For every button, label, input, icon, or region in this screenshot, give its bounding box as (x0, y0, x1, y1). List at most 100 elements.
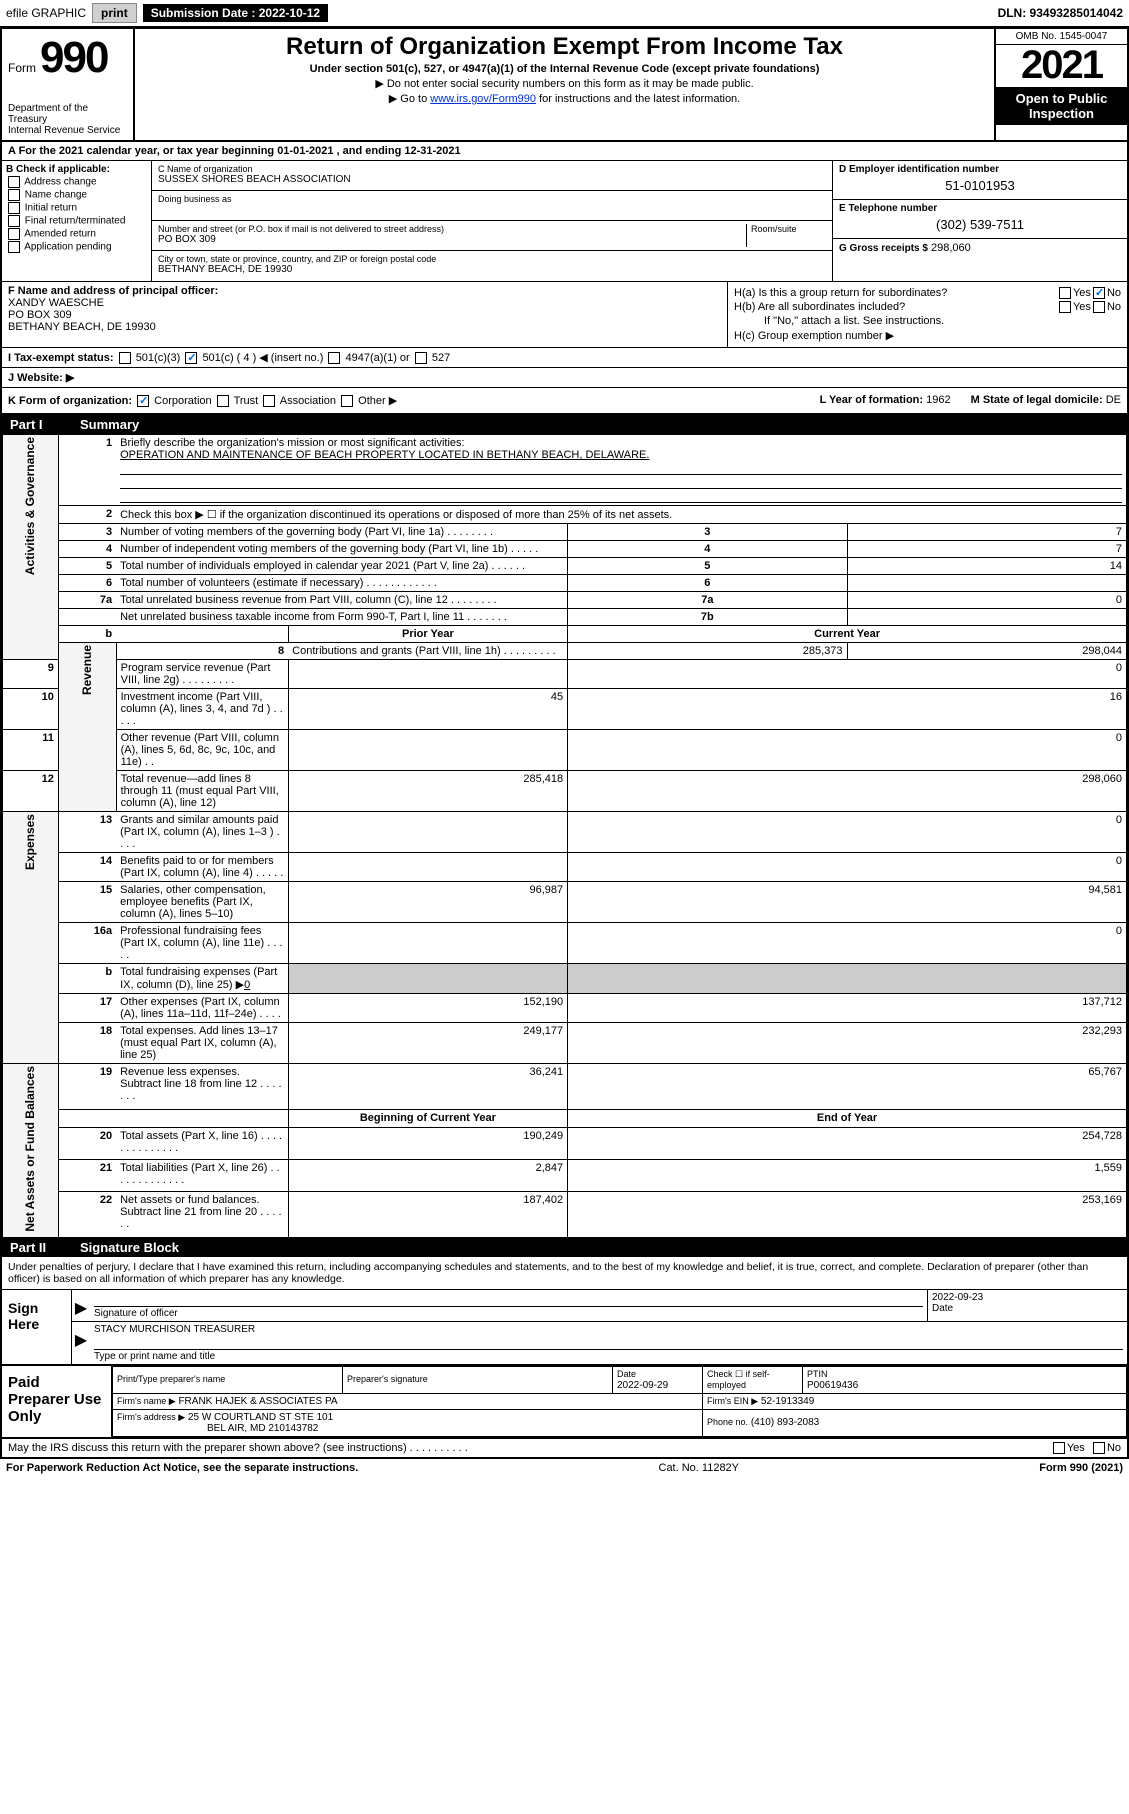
l2: Check this box ▶ ☐ if the organization d… (116, 506, 1126, 524)
mission-text: OPERATION AND MAINTENANCE OF BEACH PROPE… (120, 449, 649, 461)
discuss-row: May the IRS discuss this return with the… (2, 1439, 1127, 1457)
state-domicile: DE (1106, 394, 1121, 406)
v6 (847, 575, 1126, 592)
p16a (288, 923, 567, 964)
c16a: 0 (568, 923, 1127, 964)
gross-receipts: 298,060 (931, 242, 971, 254)
addr-label: Number and street (or P.O. box if mail i… (158, 224, 746, 234)
form-990: Form 990 Department of the Treasury Inte… (0, 27, 1129, 1459)
discuss-yes[interactable] (1053, 1442, 1065, 1454)
room-label: Room/suite (751, 224, 826, 234)
pra-notice: For Paperwork Reduction Act Notice, see … (6, 1462, 358, 1474)
l19: Revenue less expenses. Subtract line 18 … (116, 1064, 288, 1109)
cb-amended-return[interactable]: Amended return (6, 228, 147, 240)
c10: 16 (568, 689, 1127, 730)
p13 (288, 812, 567, 853)
section-fh: F Name and address of principal officer:… (2, 282, 1127, 348)
l22: Net assets or fund balances. Subtract li… (116, 1192, 288, 1237)
row-j-website: J Website: ▶ (2, 368, 1127, 388)
print-button[interactable]: print (92, 3, 137, 23)
sig-date: 2022-09-23 (932, 1292, 1123, 1303)
cb-final-return[interactable]: Final return/terminated (6, 215, 147, 227)
form-title: Return of Organization Exempt From Incom… (143, 33, 986, 61)
note-link: ▶ Go to www.irs.gov/Form990 for instruct… (143, 92, 986, 105)
firm-addr-label: Firm's address ▶ (117, 1412, 185, 1422)
cb-trust[interactable] (217, 395, 229, 407)
top-bar: efile GRAPHIC print Submission Date : 20… (0, 0, 1129, 27)
row-i-tax-status: I Tax-exempt status: 501(c)(3) 501(c) ( … (2, 348, 1127, 368)
hb-no[interactable] (1093, 301, 1105, 313)
prior-year-hdr: Prior Year (288, 626, 567, 643)
discuss-no[interactable] (1093, 1442, 1105, 1454)
col-b-checkboxes: B Check if applicable: Address change Na… (2, 161, 152, 281)
cb-initial-return[interactable]: Initial return (6, 202, 147, 214)
c18: 232,293 (568, 1023, 1127, 1064)
c17: 137,712 (568, 994, 1127, 1023)
cb-501c3[interactable] (119, 352, 131, 364)
form-990-footer: Form 990 (2021) (1039, 1462, 1123, 1474)
name-title-label: Type or print name and title (94, 1349, 1123, 1362)
cb-name-change[interactable]: Name change (6, 189, 147, 201)
efile-label: efile GRAPHIC (6, 6, 86, 20)
street-address: PO BOX 309 (158, 234, 746, 245)
ps-label: Preparer's signature (347, 1374, 428, 1384)
paid-preparer-label: Paid Preparer Use Only (2, 1366, 112, 1437)
cb-corporation[interactable] (137, 395, 149, 407)
col-f-officer: F Name and address of principal officer:… (2, 282, 727, 347)
p12: 285,418 (288, 771, 567, 812)
sig-date-label: Date (932, 1303, 1123, 1314)
pt-label: Print/Type preparer's name (117, 1374, 225, 1384)
l12: Total revenue—add lines 8 through 11 (mu… (116, 771, 288, 812)
city-state-zip: BETHANY BEACH, DE 19930 (158, 264, 826, 275)
prep-date: 2022-09-29 (617, 1380, 668, 1391)
header-right: OMB No. 1545-0047 2021 Open to Public In… (994, 29, 1127, 140)
open-public: Open to Public Inspection (996, 87, 1127, 125)
section-bcdeg: B Check if applicable: Address change Na… (2, 161, 1127, 282)
f-label: F Name and address of principal officer: (8, 285, 721, 297)
beg-year-hdr: Beginning of Current Year (288, 1109, 567, 1128)
g-gross-label: G Gross receipts $ (839, 243, 928, 254)
ptin: P00619436 (807, 1380, 858, 1391)
cb-other[interactable] (341, 395, 353, 407)
firm-name-label: Firm's name ▶ (117, 1396, 176, 1406)
hb-yes[interactable] (1059, 301, 1071, 313)
arrow-icon: ▶ (72, 1290, 90, 1321)
v3: 7 (847, 524, 1126, 541)
officer-addr1: PO BOX 309 (8, 309, 721, 321)
cb-address-change[interactable]: Address change (6, 176, 147, 188)
v5: 14 (847, 558, 1126, 575)
cb-527[interactable] (415, 352, 427, 364)
l8: Contributions and grants (Part VIII, lin… (288, 643, 567, 660)
c14: 0 (568, 853, 1127, 882)
p10: 45 (288, 689, 567, 730)
l17: Other expenses (Part IX, column (A), lin… (116, 994, 288, 1023)
sign-here-label: Sign Here (2, 1290, 72, 1364)
l15: Salaries, other compensation, employee b… (116, 882, 288, 923)
hb-question: H(b) Are all subordinates included? (734, 301, 1057, 313)
officer-addr2: BETHANY BEACH, DE 19930 (8, 321, 721, 333)
d-ein-label: D Employer identification number (839, 164, 1121, 175)
ha-no[interactable] (1093, 287, 1105, 299)
l5: Total number of individuals employed in … (116, 558, 568, 575)
l6: Total number of volunteers (estimate if … (116, 575, 568, 592)
cb-4947[interactable] (328, 352, 340, 364)
ha-yes[interactable] (1059, 287, 1071, 299)
c19: 65,767 (568, 1064, 1127, 1109)
cb-association[interactable] (263, 395, 275, 407)
cat-no: Cat. No. 11282Y (358, 1462, 1039, 1474)
cb-501c[interactable] (185, 352, 197, 364)
telephone: (302) 539-7511 (839, 214, 1121, 235)
note-ssn: ▶ Do not enter social security numbers o… (143, 77, 986, 90)
discuss-question: May the IRS discuss this return with the… (8, 1442, 1051, 1454)
self-employed-label: Check ☐ if self-employed (707, 1369, 770, 1390)
l10: Investment income (Part VIII, column (A)… (116, 689, 288, 730)
ein: 51-0101953 (839, 175, 1121, 196)
form-subtitle: Under section 501(c), 527, or 4947(a)(1)… (143, 63, 986, 75)
irs-link[interactable]: www.irs.gov/Form990 (430, 93, 536, 105)
c20: 254,728 (568, 1128, 1127, 1160)
l21: Total liabilities (Part X, line 26) . . … (116, 1160, 288, 1192)
v4: 7 (847, 541, 1126, 558)
p11 (288, 730, 567, 771)
cb-application-pending[interactable]: Application pending (6, 241, 147, 253)
firm-phone: (410) 893-2083 (751, 1417, 819, 1428)
